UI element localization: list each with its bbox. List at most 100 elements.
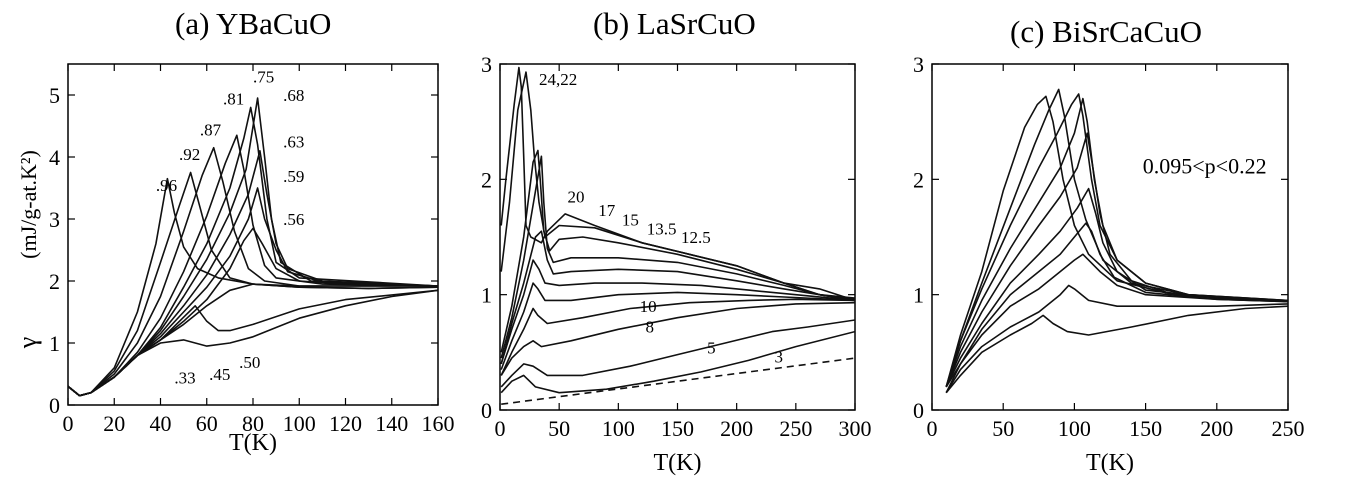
series-line bbox=[500, 301, 855, 376]
y-axis-symbol: γ bbox=[13, 337, 42, 350]
y-tick-label: 1 bbox=[481, 283, 492, 308]
series-line bbox=[500, 149, 855, 353]
curve-annotation: .63 bbox=[283, 133, 304, 152]
x-tick-label: 80 bbox=[242, 411, 264, 436]
curve-annotation: 0.095<p<0.22 bbox=[1143, 154, 1267, 179]
y-axis-label: γ (mJ/g-at.K²) bbox=[13, 150, 42, 349]
x-tick-label: 200 bbox=[720, 416, 753, 441]
panel-a-ybacuo: (a) YBaCuO 0 20 40 60 80 100 120 140 160 0 1 2 3 4 5 T(… bbox=[0, 0, 460, 479]
panel-c-bisrcacuo: (c) BiSrCaCuO 0 50 100 150 200 250 0 1 2 3 T(K) 0.0… bbox=[890, 0, 1351, 479]
x-tick-label: 0 bbox=[495, 416, 506, 441]
series-line bbox=[945, 305, 1288, 394]
x-tick-label: 100 bbox=[283, 411, 316, 436]
x-axis-label: T(K) bbox=[1086, 450, 1134, 476]
y-tick-label: 2 bbox=[481, 167, 492, 192]
panel-b-lasrcuo: (b) LaSrCuO 0 50 100 150 200 250 300 0 1 2 3 T(K) 24… bbox=[460, 0, 890, 479]
x-tick-label: 250 bbox=[779, 416, 812, 441]
series-line bbox=[500, 230, 855, 365]
y-tick-label: 3 bbox=[49, 207, 60, 232]
curve-annotation: .92 bbox=[179, 145, 200, 164]
x-tick-label: 40 bbox=[150, 411, 172, 436]
series-line bbox=[945, 132, 1288, 388]
x-tick-label: 140 bbox=[375, 411, 408, 436]
y-tick-label: 0 bbox=[913, 398, 924, 423]
x-axis-label: T(K) bbox=[229, 430, 277, 456]
curve-annotation: 3 bbox=[775, 348, 784, 367]
curve-annotation: 10 bbox=[640, 297, 657, 316]
x-tick-label: 300 bbox=[839, 416, 872, 441]
curve-annotation: .59 bbox=[283, 167, 304, 186]
series-line bbox=[68, 146, 438, 397]
x-tick-label: 50 bbox=[992, 416, 1014, 441]
series-line bbox=[500, 155, 855, 359]
x-tick-label: 20 bbox=[103, 411, 125, 436]
x-tick-label: 150 bbox=[661, 416, 694, 441]
curve-annotation: .56 bbox=[283, 210, 304, 229]
chart-b-svg: 0 50 100 150 200 250 300 0 1 2 3 T(K) 24,22 20 17 15 13.… bbox=[481, 52, 872, 476]
x-tick-label: 160 bbox=[422, 411, 455, 436]
series-line bbox=[68, 289, 438, 397]
x-tick-label: 100 bbox=[1058, 416, 1091, 441]
y-tick-label: 2 bbox=[913, 167, 924, 192]
curve-annotation: 20 bbox=[567, 187, 584, 206]
y-tick-label: 3 bbox=[481, 52, 492, 77]
x-tick-label: 120 bbox=[329, 411, 362, 436]
curve-annotation: .33 bbox=[174, 368, 195, 387]
panel-c-title: (c) BiSrCaCuO bbox=[1010, 14, 1203, 49]
series-line bbox=[68, 97, 438, 397]
curve-annotation: .68 bbox=[283, 86, 304, 105]
y-tick-label: 1 bbox=[49, 331, 60, 356]
curve-annotation: .81 bbox=[223, 89, 244, 108]
y-tick-label: 2 bbox=[49, 269, 60, 294]
series-line bbox=[945, 88, 1288, 388]
y-tick-label: 3 bbox=[913, 52, 924, 77]
curve-annotation: 5 bbox=[707, 338, 716, 357]
y-tick-label: 0 bbox=[49, 393, 60, 418]
curve-annotation: .75 bbox=[253, 68, 274, 87]
chart-a-svg: 0 20 40 60 80 100 120 140 160 0 1 2 3 4 5 T(K) γ (mJ/g-at… bbox=[13, 63, 455, 456]
series-line bbox=[68, 289, 438, 397]
series-line bbox=[500, 259, 855, 365]
series-line bbox=[500, 71, 855, 302]
series-line bbox=[500, 66, 855, 302]
y-tick-label: 0 bbox=[481, 398, 492, 423]
y-tick-label: 5 bbox=[49, 83, 60, 108]
series-line bbox=[500, 298, 855, 376]
curve-annotation: 15 bbox=[622, 210, 639, 229]
curve-annotation: .96 bbox=[156, 176, 177, 195]
x-tick-label: 0 bbox=[927, 416, 938, 441]
panel-b-title: (b) LaSrCuO bbox=[593, 6, 756, 41]
x-tick-label: 100 bbox=[602, 416, 635, 441]
series-line bbox=[945, 253, 1288, 394]
series-line bbox=[500, 319, 855, 388]
series-line bbox=[500, 282, 855, 370]
x-tick-label: 250 bbox=[1272, 416, 1305, 441]
curve-annotation: 17 bbox=[598, 201, 616, 220]
x-tick-label: 150 bbox=[1129, 416, 1162, 441]
y-tick-label: 4 bbox=[49, 145, 60, 170]
series-line bbox=[68, 283, 438, 397]
reference-dashed-line bbox=[501, 357, 855, 405]
plot-frame bbox=[499, 63, 856, 411]
series-line bbox=[945, 222, 1288, 388]
y-axis-units: (mJ/g-at.K²) bbox=[16, 150, 41, 259]
curve-annotation: .50 bbox=[239, 353, 260, 372]
series-line bbox=[500, 330, 855, 394]
x-axis-label: T(K) bbox=[654, 450, 702, 476]
panel-a-title: (a) YBaCuO bbox=[175, 6, 332, 41]
series-line bbox=[945, 93, 1288, 388]
chart-c-svg: 0 50 100 150 200 250 0 1 2 3 T(K) 0.095<p<0.22 bbox=[913, 52, 1305, 476]
series-line bbox=[945, 284, 1288, 394]
x-tick-label: 50 bbox=[548, 416, 570, 441]
curve-annotation: 12.5 bbox=[681, 228, 711, 247]
x-tick-label: 200 bbox=[1200, 416, 1233, 441]
x-tick-label: 0 bbox=[63, 411, 74, 436]
y-tick-label: 1 bbox=[913, 283, 924, 308]
curve-annotation: .45 bbox=[209, 365, 230, 384]
series-line bbox=[945, 95, 1288, 388]
plot-frame bbox=[931, 63, 1289, 411]
curve-annotation: .87 bbox=[200, 120, 222, 139]
curve-annotation: 8 bbox=[646, 318, 655, 337]
curve-annotation: 13.5 bbox=[647, 220, 677, 239]
curve-annotation: 24,22 bbox=[539, 70, 577, 89]
